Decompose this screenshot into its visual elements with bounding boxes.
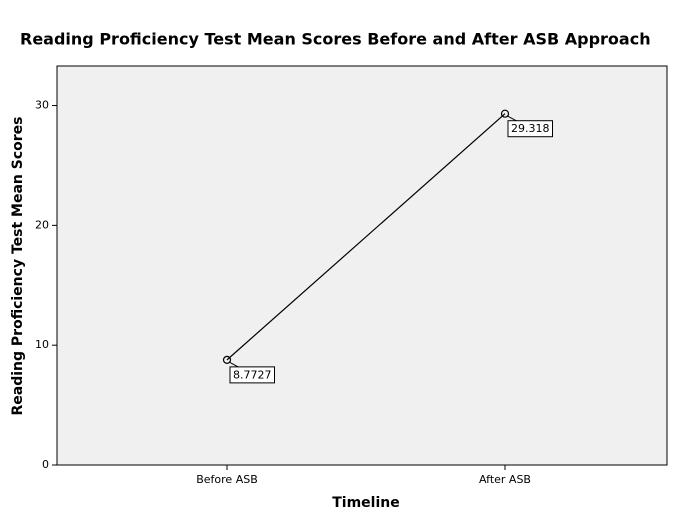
label-box [229,366,275,384]
point [500,109,510,118]
y-tick-label: 10 [35,338,49,351]
y-tick-label: 30 [35,99,49,112]
point [222,355,232,364]
y-axis-title: Reading Proficiency Test Mean Scores [10,117,26,416]
y-tick-label: 0 [42,458,49,471]
data-label: 8.7727 [233,368,272,381]
y-tick-label: 20 [35,218,49,231]
x-axis-title: Timeline [332,495,400,511]
x-tick-label: After ASB [479,473,531,486]
label-box [507,120,553,138]
chart-title: Reading Proficiency Test Mean Scores Bef… [20,30,651,49]
data-label: 29.318 [511,122,550,135]
plot-area [56,65,668,466]
line [226,113,506,361]
x-tick-label: Before ASB [196,473,258,486]
